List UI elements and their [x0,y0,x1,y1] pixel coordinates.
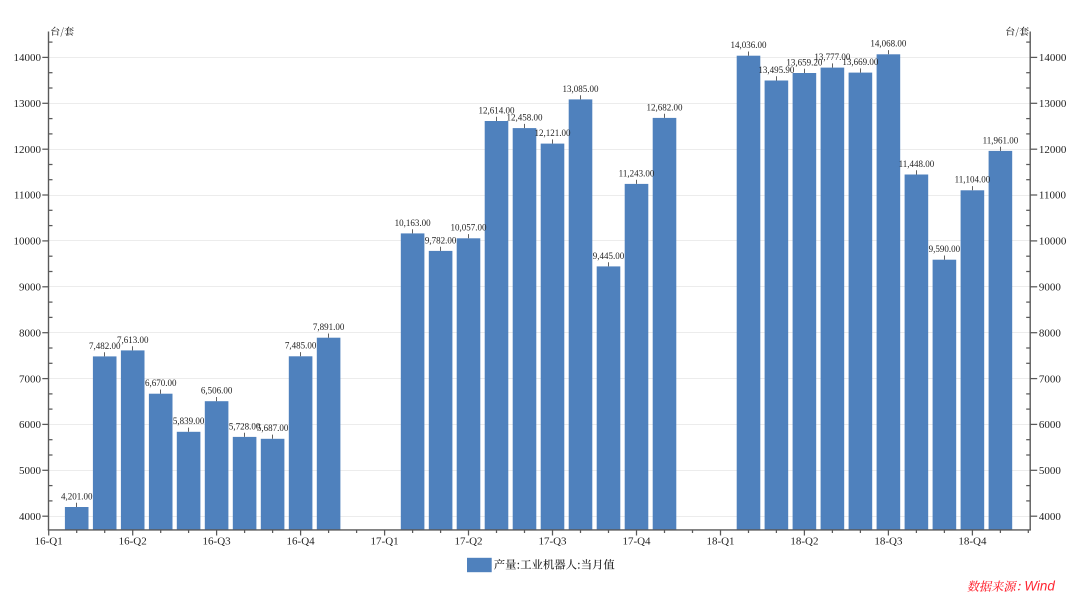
svg-text:9000: 9000 [19,282,42,294]
svg-text:9,445.00: 9,445.00 [593,251,625,261]
svg-text:13000: 13000 [14,98,42,110]
svg-text:16-Q2: 16-Q2 [119,536,147,548]
svg-text:14000: 14000 [14,52,42,64]
svg-text:7,485.00: 7,485.00 [285,341,317,351]
svg-text:17-Q3: 17-Q3 [538,536,567,548]
svg-text:16-Q3: 16-Q3 [203,536,232,548]
svg-text:11,448.00: 11,448.00 [899,159,935,169]
svg-text:6,506.00: 6,506.00 [201,386,233,396]
svg-text:9,782.00: 9,782.00 [425,235,457,245]
svg-text:7000: 7000 [19,373,42,385]
svg-text:5000: 5000 [19,465,42,477]
svg-text:13,495.90: 13,495.90 [758,65,795,75]
svg-text:14000: 14000 [1039,52,1067,64]
svg-text:10,057.00: 10,057.00 [451,223,488,233]
svg-text:13,659.20: 13,659.20 [786,57,823,67]
svg-text:10,163.00: 10,163.00 [395,218,432,228]
svg-text:9,590.00: 9,590.00 [929,244,961,254]
svg-text:4,201.00: 4,201.00 [61,491,93,501]
svg-text:12,614.00: 12,614.00 [479,105,516,115]
svg-text:11000: 11000 [1039,190,1067,202]
svg-text:6000: 6000 [1039,419,1062,431]
svg-text:Wind: Wind [1024,579,1055,594]
svg-text:12000: 12000 [14,144,42,156]
svg-text:10000: 10000 [1039,236,1067,248]
svg-text:17-Q2: 17-Q2 [454,536,482,548]
svg-text:4000: 4000 [19,511,42,523]
svg-text:14,036.00: 14,036.00 [731,40,768,50]
svg-text:12000: 12000 [1039,144,1067,156]
svg-text:4000: 4000 [1039,511,1062,523]
svg-text:7,482.00: 7,482.00 [89,341,121,351]
svg-text:6000: 6000 [19,419,42,431]
svg-text:13000: 13000 [1039,98,1067,110]
svg-text:12,682.00: 12,682.00 [647,102,684,112]
svg-text:16-Q1: 16-Q1 [35,536,63,548]
svg-text:5,687.00: 5,687.00 [257,423,289,433]
svg-text:18-Q1: 18-Q1 [706,536,734,548]
svg-text:11000: 11000 [14,190,42,202]
svg-text:17-Q4: 17-Q4 [622,536,651,548]
svg-text:17-Q1: 17-Q1 [371,536,399,548]
svg-text:18-Q4: 18-Q4 [958,536,987,548]
svg-text:12,458.00: 12,458.00 [507,113,544,123]
svg-text:13,085.00: 13,085.00 [563,84,600,94]
svg-text:16-Q4: 16-Q4 [287,536,316,548]
svg-text:11,104.00: 11,104.00 [955,175,991,185]
svg-text:8000: 8000 [19,327,42,339]
svg-text:5,728.00: 5,728.00 [229,421,261,431]
svg-text:7,613.00: 7,613.00 [117,335,149,345]
svg-text:12,121.00: 12,121.00 [535,128,572,138]
svg-text:8000: 8000 [1039,327,1062,339]
svg-text:14,068.00: 14,068.00 [870,39,907,49]
svg-text:7000: 7000 [1039,373,1062,385]
svg-text:10000: 10000 [14,236,42,248]
svg-text:13,777.00: 13,777.00 [814,52,851,62]
svg-text:13,669.00: 13,669.00 [842,57,879,67]
svg-text:5,839.00: 5,839.00 [173,416,205,426]
svg-text:7,891.00: 7,891.00 [313,322,345,332]
svg-text:11,961.00: 11,961.00 [983,135,1019,145]
svg-text:6,670.00: 6,670.00 [145,378,177,388]
svg-text:18-Q2: 18-Q2 [790,536,818,548]
svg-text:11,243.00: 11,243.00 [619,168,655,178]
svg-text:18-Q3: 18-Q3 [874,536,903,548]
svg-text:9000: 9000 [1039,282,1062,294]
svg-text:5000: 5000 [1039,465,1062,477]
